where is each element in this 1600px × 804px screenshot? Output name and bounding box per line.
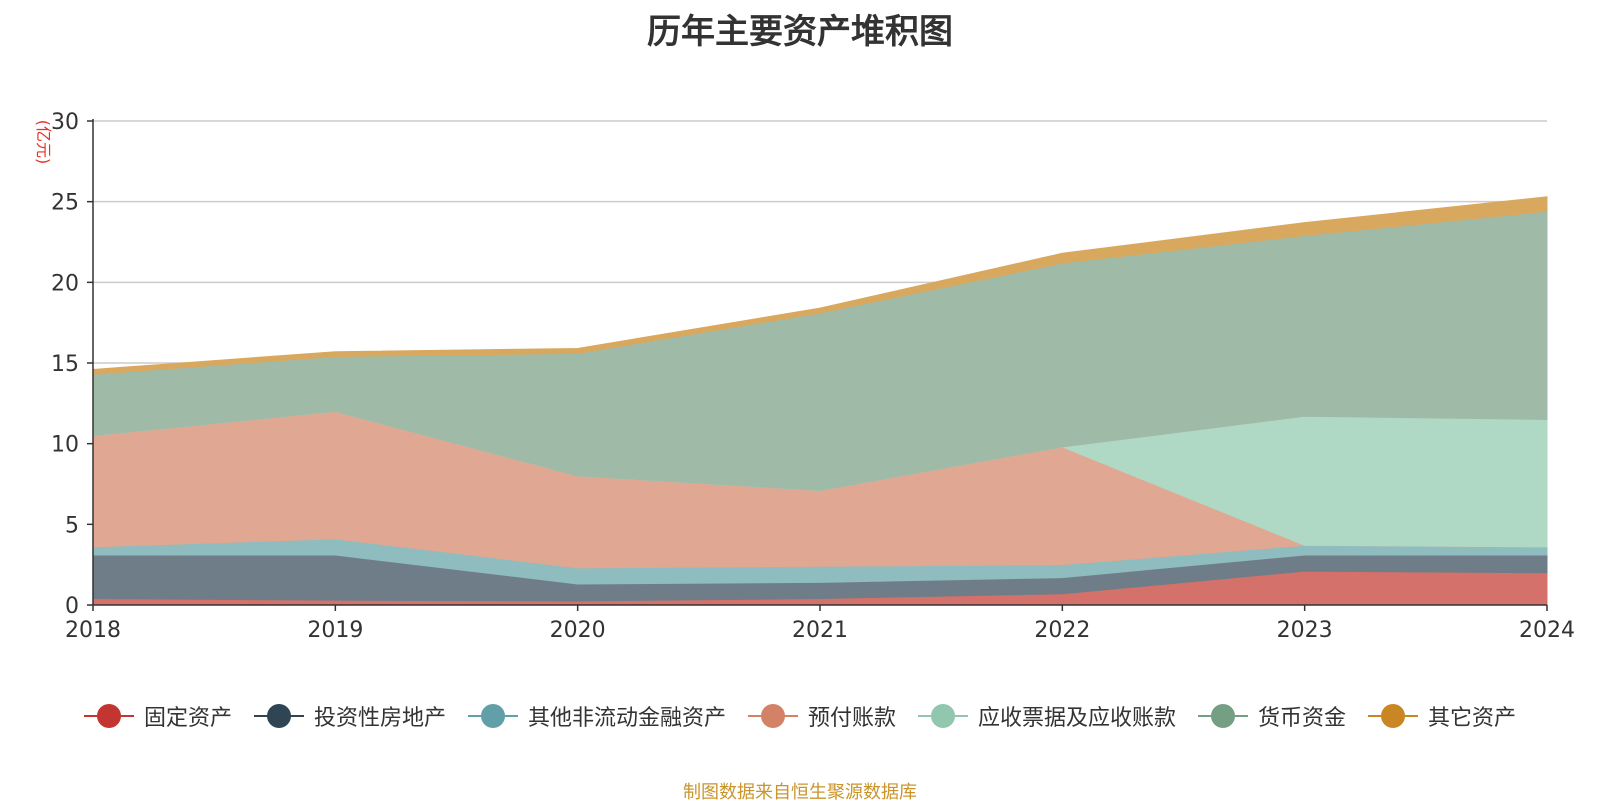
axes: 0 5 10 15 20 25 30 2018 2019 2020 2021 2022 2023 2024 (51, 110, 1575, 643)
x-tick-label: 2021 (792, 618, 848, 643)
legend-item-2[interactable]: 其他非流动金融资产 (467, 700, 726, 732)
y-tick-label: 30 (51, 110, 79, 135)
legend-label: 货币资金 (1258, 706, 1347, 731)
x-tick-label: 2019 (307, 618, 363, 643)
x-tick-label: 2022 (1034, 618, 1090, 643)
legend-marker-icon (747, 704, 798, 728)
legend-item-0[interactable]: 固定资产 (83, 700, 232, 732)
legend-marker-icon (253, 704, 304, 728)
legend-item-1[interactable]: 投资性房地产 (253, 700, 446, 732)
legend-label: 预付账款 (807, 706, 896, 731)
legend-item-3[interactable]: 预付账款 (747, 700, 896, 732)
legend-label: 应收票据及应收账款 (978, 706, 1177, 731)
legend-item-6[interactable]: 其它资产 (1368, 700, 1516, 732)
x-tick-label: 2018 (65, 618, 121, 643)
legend-marker-icon (918, 704, 968, 728)
legend-marker-icon (83, 704, 134, 728)
legend-label: 其它资产 (1428, 706, 1517, 731)
legend: 固定资产 投资性房地产 其他非流动金融资产 预付账款 应收票据及应收账款 货币资金 其它资产 (0, 700, 1600, 732)
chart-plot: 0 5 10 15 20 25 30 2018 2019 2020 2021 2022 2023 2024… (34, 110, 1575, 643)
y-tick-label: 5 (65, 513, 79, 538)
legend-marker-icon (467, 704, 518, 728)
legend-label: 其他非流动金融资产 (527, 706, 726, 731)
x-tick-label: 2023 (1277, 618, 1333, 643)
y-tick-label: 15 (51, 352, 79, 377)
legend-marker-icon (1198, 704, 1249, 728)
y-tick-label: 20 (51, 271, 79, 296)
stacked-areas (92, 196, 1548, 606)
x-tick-label: 2020 (550, 618, 606, 643)
legend-label: 固定资产 (143, 706, 232, 731)
legend-item-5[interactable]: 货币资金 (1198, 700, 1346, 732)
source-note: 制图数据来自恒生聚源数据库 (683, 782, 917, 803)
area-series-6[interactable] (92, 196, 1548, 375)
legend-marker-icon (1368, 704, 1419, 728)
legend-label: 投资性房地产 (313, 706, 446, 731)
y-tick-label: 25 (51, 191, 79, 216)
y-tick-label: 10 (51, 433, 79, 458)
chart-title: 历年主要资产堆积图 (647, 12, 953, 52)
y-tick-label: 0 (65, 594, 79, 619)
x-tick-label: 2024 (1519, 618, 1575, 643)
legend-item-4[interactable]: 应收票据及应收账款 (918, 700, 1176, 732)
y-axis-unit-label: (亿元) (34, 120, 53, 165)
